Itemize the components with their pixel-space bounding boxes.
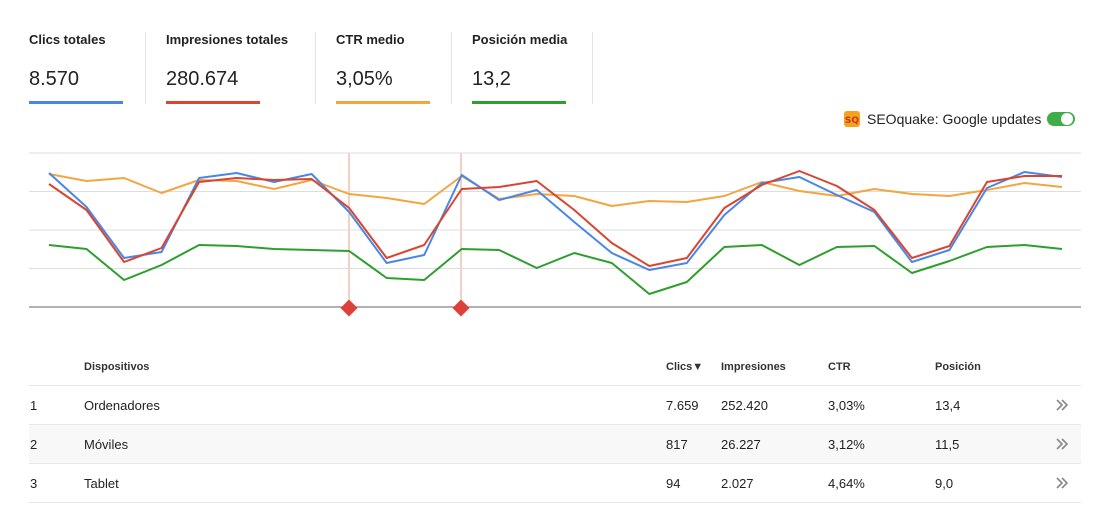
metric-underline — [166, 101, 260, 104]
table-cell: 9,0 — [934, 463, 1019, 503]
table-cell: Tablet — [83, 463, 665, 503]
header-cell — [29, 349, 83, 386]
table-cell: 3,03% — [827, 385, 934, 425]
metric-underline — [336, 101, 430, 104]
table-cell: 26.227 — [720, 424, 827, 464]
header-row: Dispositivos Clics▼ Impresiones CTR Posición — [29, 349, 1081, 386]
metric-value: 13,2 — [472, 68, 511, 90]
series-line — [48, 171, 1063, 271]
series-line — [48, 173, 1063, 207]
table-row: 3 Tablet 94 2.027 4,64% 9,0 — [29, 463, 1081, 503]
table-cell: 11,5 — [934, 424, 1019, 464]
metric-title: Impresiones totales — [166, 32, 289, 47]
table-row: 2 Móviles 817 26.227 3,12% 11,5 — [29, 424, 1081, 464]
header-cell: Clics▼ — [666, 361, 704, 373]
update-diamond[interactable] — [452, 299, 470, 317]
toggle-label: SEOquake: Google updates — [867, 111, 1042, 127]
svg-text:SQ: SQ — [845, 116, 859, 126]
metric-title: Clics totales — [29, 32, 106, 47]
separator — [592, 32, 593, 104]
row-expand[interactable] — [1019, 463, 1081, 503]
table-cell: 252.420 — [720, 385, 827, 425]
table-cell: 2.027 — [720, 463, 827, 503]
devices-table: Dispositivos Clics▼ Impresiones CTR Posición… — [29, 349, 1081, 503]
series-line — [48, 170, 1062, 267]
series-line — [48, 244, 1063, 295]
metric-value: 280.674 — [166, 68, 239, 90]
row-expand[interactable] — [1019, 424, 1081, 464]
table-cell: 3 — [29, 463, 83, 503]
table-cell: 13,4 — [934, 385, 1019, 425]
metric-value: 8.570 — [29, 68, 80, 90]
chart — [29, 152, 1081, 317]
table-cell: 1 — [29, 385, 83, 425]
header-cell: CTR — [828, 361, 851, 373]
chevron-icon — [1056, 437, 1069, 450]
chevron-icon — [1056, 398, 1069, 411]
separator — [145, 32, 146, 104]
table-cell: 817 — [665, 424, 720, 464]
metric-underline — [29, 101, 123, 104]
header-cell — [1019, 349, 1081, 386]
table-cell: 4,64% — [827, 463, 934, 503]
seoquake-icon: SQ — [844, 111, 860, 127]
update-diamond[interactable] — [340, 299, 358, 317]
metric-value: 3,05% — [336, 68, 393, 90]
table-cell: Móviles — [83, 424, 665, 464]
table-cell: Ordenadores — [83, 385, 665, 425]
header-cell: Dispositivos — [84, 361, 150, 373]
row-expand[interactable] — [1019, 385, 1081, 425]
metric-underline — [472, 101, 566, 104]
table-cell: 7.659 — [665, 385, 720, 425]
seoquake-toggle[interactable]: SQ SEOquake: Google updates — [843, 110, 1076, 128]
table-cell: 2 — [29, 424, 83, 464]
metric-title: Posición media — [472, 32, 568, 47]
header-cell: Impresiones — [721, 361, 786, 373]
metric-title: CTR medio — [336, 32, 405, 47]
table-cell: 94 — [665, 463, 720, 503]
table-cell: 3,12% — [827, 424, 934, 464]
separator — [315, 32, 316, 104]
switch[interactable] — [1047, 111, 1076, 127]
chevron-icon — [1056, 476, 1069, 489]
separator — [451, 32, 452, 104]
table-row: 1 Ordenadores 7.659 252.420 3,03% 13,4 — [29, 385, 1081, 425]
header-cell: Posición — [935, 361, 981, 373]
